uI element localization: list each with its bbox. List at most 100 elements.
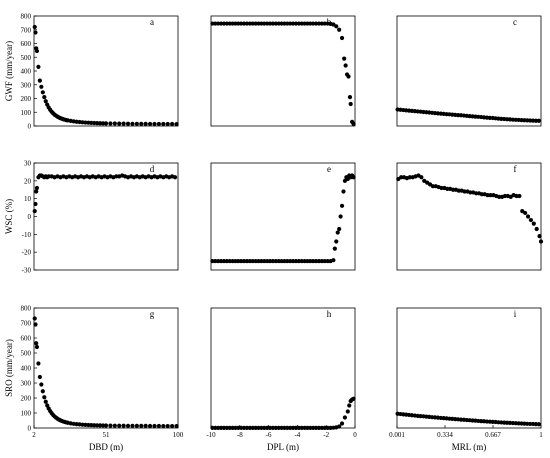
data-point — [224, 258, 229, 264]
panel-e: e — [210, 162, 356, 271]
data-point — [253, 21, 258, 26]
data-point — [325, 258, 330, 264]
data-point — [265, 425, 270, 430]
data-point — [288, 258, 293, 264]
data-point — [103, 121, 109, 126]
data-point — [239, 258, 244, 264]
data-point — [265, 21, 270, 26]
data-point — [125, 121, 131, 126]
data-point — [296, 258, 301, 264]
data-point — [337, 226, 342, 232]
data-point — [253, 258, 258, 264]
data-points — [32, 24, 179, 127]
data-point — [270, 258, 276, 264]
data-point — [89, 423, 94, 428]
data-point — [342, 56, 347, 61]
data-point — [233, 21, 238, 26]
data-point — [347, 403, 352, 408]
y-axis-label: WSC (%) — [4, 199, 14, 234]
data-point — [34, 185, 40, 191]
data-point — [152, 423, 157, 429]
data-point — [338, 214, 343, 219]
data-point — [270, 21, 276, 26]
data-point — [341, 189, 346, 194]
data-point — [156, 121, 161, 127]
data-point — [170, 121, 175, 127]
plot-frame — [396, 15, 542, 127]
data-point — [299, 258, 304, 264]
x-tick-label: -8 — [237, 431, 243, 439]
data-point — [293, 21, 299, 26]
data-point — [36, 361, 41, 366]
data-point — [534, 226, 539, 232]
data-point — [285, 21, 290, 26]
data-point — [233, 425, 238, 430]
data-point — [161, 121, 166, 127]
data-point — [514, 193, 519, 199]
y-tick-label: 200 — [21, 95, 32, 103]
data-point — [445, 186, 450, 191]
data-point — [112, 423, 117, 428]
data-point — [407, 175, 412, 180]
y-tick-label: 400 — [21, 68, 32, 76]
data-point — [43, 399, 48, 404]
data-point — [346, 74, 351, 79]
panel-g: 0 100 200 300 400 500 600 700 800 2 51 100 g SRO (mm/… — [4, 305, 184, 453]
panel-i: 0.001 0.334 0.667 1 i MRL (m) — [389, 307, 543, 452]
y-tick-label: 500 — [21, 350, 32, 358]
data-point — [419, 175, 424, 180]
data-point — [259, 21, 264, 26]
panel-letter: e — [327, 164, 331, 174]
data-point — [121, 423, 126, 428]
data-point — [152, 121, 157, 127]
data-point — [290, 21, 296, 26]
y-tick-label: -10 — [22, 231, 32, 239]
data-point — [259, 425, 264, 430]
data-point — [399, 175, 404, 180]
data-point — [253, 425, 258, 430]
data-point — [347, 95, 353, 100]
panel-h: -10 -8 -6 -4 -2 0 h DPL (m) — [206, 307, 357, 452]
panel-letter: f — [514, 164, 517, 174]
x-tick-label: 0.334 — [437, 431, 453, 439]
data-point — [143, 121, 148, 126]
y-tick-label: 300 — [21, 81, 32, 89]
data-point — [279, 21, 284, 26]
data-point — [265, 258, 270, 264]
y-tick-label: 200 — [21, 395, 32, 403]
data-point — [98, 423, 103, 428]
panel-d: -30 -20 -10 0 10 20 30 d WSC (%) — [4, 160, 179, 275]
data-point — [302, 425, 307, 430]
data-points — [32, 173, 178, 214]
data-point — [430, 184, 435, 189]
data-point — [290, 425, 296, 430]
y-tick-label: 100 — [21, 109, 32, 117]
data-point — [528, 421, 533, 427]
panel-f: f — [396, 162, 544, 271]
data-point — [108, 423, 113, 428]
x-tick-label: 1 — [539, 431, 543, 439]
data-point — [279, 258, 284, 264]
data-point — [43, 99, 48, 104]
y-tick-label: 500 — [21, 54, 32, 62]
data-point — [339, 35, 345, 41]
panel-a: 0 100 200 300 400 500 600 700 800 a GWF (mm/year) — [4, 13, 179, 131]
data-point — [108, 121, 113, 126]
y-tick-label: 700 — [21, 26, 32, 34]
data-point — [536, 118, 541, 123]
data-point — [247, 21, 252, 26]
data-point — [32, 316, 37, 321]
data-point — [39, 84, 44, 89]
data-point — [305, 258, 310, 264]
data-point — [244, 258, 250, 264]
data-point — [348, 101, 353, 107]
data-point — [32, 24, 37, 30]
data-point — [450, 187, 456, 192]
data-point — [331, 258, 336, 263]
data-point — [244, 21, 250, 26]
plot-frame — [210, 307, 356, 429]
x-tick-label: -2 — [323, 431, 329, 439]
data-point — [224, 425, 229, 430]
data-point — [95, 423, 100, 428]
y-tick-label: 30 — [24, 160, 32, 168]
